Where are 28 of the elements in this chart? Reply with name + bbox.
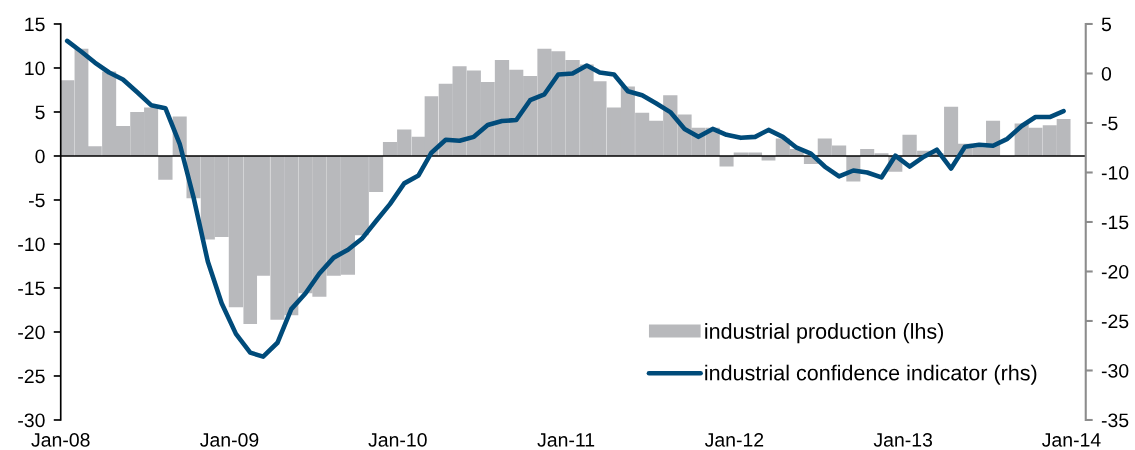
y2-tick-label: -20	[1101, 264, 1129, 279]
x-tick-label: Jan-09	[200, 433, 259, 447]
y-tick-label: -20	[18, 325, 45, 340]
y-tick-label: -25	[18, 369, 45, 384]
x-tick-label: Jan-12	[704, 433, 764, 447]
x-tick-label: Jan-11	[537, 433, 595, 447]
y2-tick-label: -35	[1101, 413, 1129, 428]
y-tick-label: 15	[25, 17, 45, 32]
y-tick-label: -30	[18, 413, 45, 428]
y2-tick-label: 5	[1101, 17, 1112, 32]
y-tick-label: -5	[29, 193, 45, 208]
y2-tick-label: 0	[1101, 66, 1112, 81]
y2-tick-label: -10	[1101, 165, 1129, 180]
x-tick-label: Jan-13	[873, 433, 933, 447]
y-tick-label: -15	[18, 281, 45, 296]
y2-tick-label: -25	[1101, 314, 1129, 329]
x-tick-label: Jan-08	[31, 433, 90, 447]
x-tick-label: Jan-14	[1042, 433, 1101, 447]
y-tick-label: 5	[35, 105, 45, 120]
y-tick-label: -10	[18, 237, 45, 252]
x-tick-label: Jan-10	[368, 433, 427, 447]
y-tick-label: 10	[25, 61, 45, 76]
legend-label: industrial production (lhs)	[705, 323, 944, 344]
y2-tick-label: -5	[1101, 116, 1118, 131]
y2-tick-label: -30	[1101, 363, 1129, 378]
y2-tick-label: -15	[1101, 215, 1129, 230]
y-tick-label: 0	[35, 149, 45, 164]
legend-label: industrial confidence indicator (rhs)	[705, 364, 1037, 385]
